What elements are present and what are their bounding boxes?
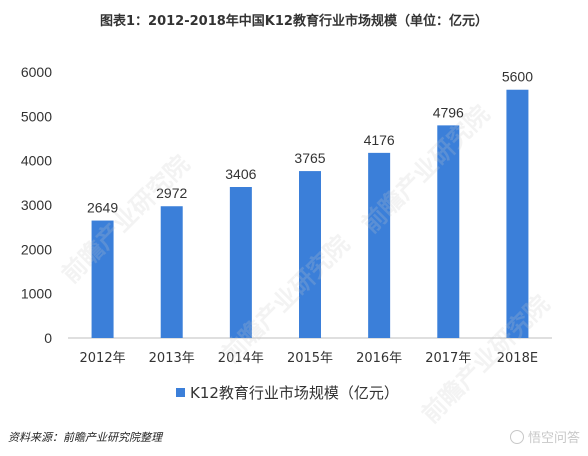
bar (299, 171, 321, 338)
brand-logo-icon (509, 429, 524, 444)
bar (91, 220, 114, 338)
x-tick-label: 2018E (497, 351, 538, 366)
y-tick-label: 6000 (21, 64, 52, 80)
legend-swatch (176, 388, 185, 397)
x-tick-label: 2015年 (287, 351, 333, 366)
bar (160, 206, 183, 338)
y-tick-label: 4000 (21, 153, 52, 169)
data-label: 3406 (225, 166, 256, 182)
bar (229, 187, 252, 338)
bar (368, 152, 391, 338)
x-tick-label: 2017年 (425, 351, 471, 366)
data-label: 2972 (156, 185, 187, 201)
data-label: 2649 (87, 200, 118, 216)
x-tick-label: 2014年 (218, 351, 264, 366)
source-note: 资料来源：前瞻产业研究院整理 (8, 431, 162, 444)
data-label: 5600 (502, 69, 533, 85)
y-tick-label: 3000 (21, 197, 52, 213)
chart-title: 图表1：2012-2018年中国K12教育行业市场规模（单位：亿元） (100, 14, 488, 29)
data-label: 3765 (294, 150, 325, 166)
legend-label: K12教育行业市场规模（亿元） (190, 384, 399, 402)
bar (437, 125, 460, 338)
x-tick-label: 2013年 (149, 351, 195, 366)
data-label: 4176 (364, 132, 395, 148)
y-tick-label: 5000 (21, 108, 52, 124)
y-tick-label: 0 (44, 330, 52, 346)
data-label: 4796 (433, 104, 464, 120)
y-tick-label: 1000 (21, 286, 52, 302)
bar (506, 89, 529, 338)
footer-brand-label: 悟空问答 (527, 431, 580, 446)
x-tick-label: 2016年 (356, 351, 402, 366)
y-tick-label: 2000 (21, 241, 52, 257)
footer-brand: 悟空问答 (509, 427, 580, 446)
x-tick-label: 2012年 (80, 351, 126, 366)
